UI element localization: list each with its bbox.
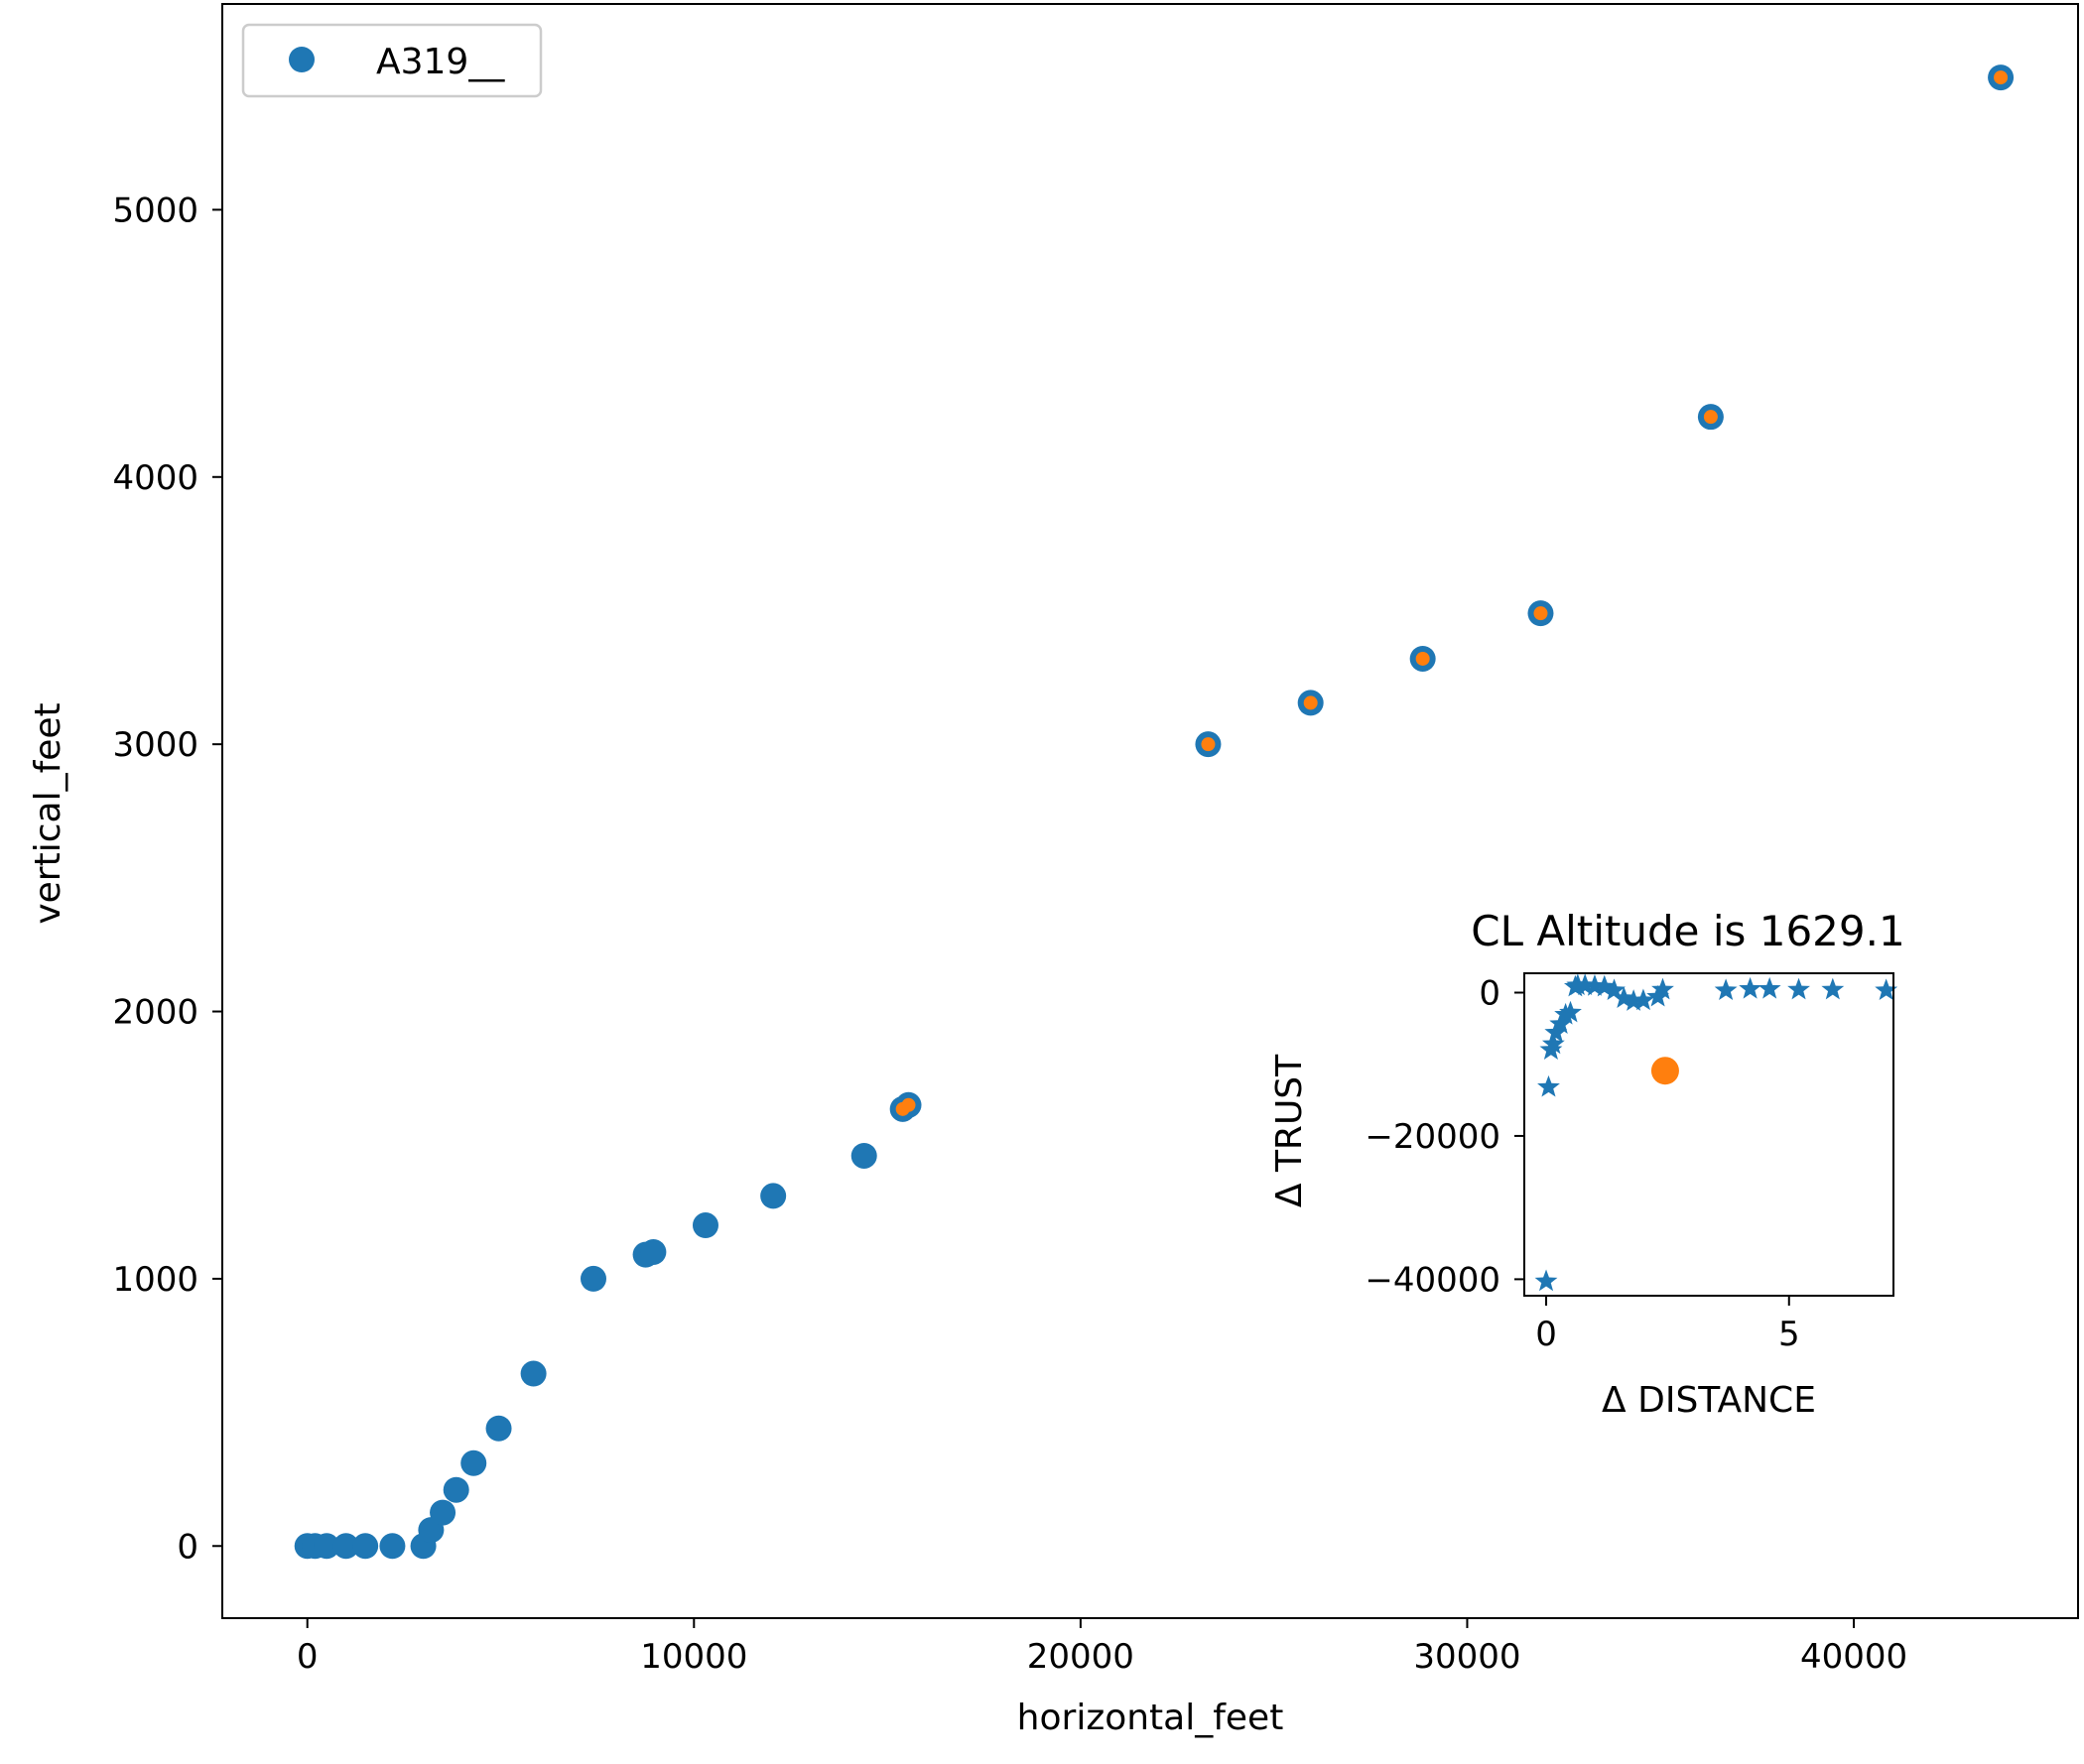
inset-title: CL Altitude is 1629.1 <box>1471 907 1904 955</box>
data-point <box>443 1476 469 1503</box>
x-tick-label: 40000 <box>1800 1637 1907 1677</box>
inset-y-ticks: 0 −20000 −40000 <box>1365 974 1524 1300</box>
data-point <box>379 1533 406 1560</box>
highlight-point <box>1533 606 1548 621</box>
inset-star-point <box>1559 1000 1582 1023</box>
inset-star-point <box>1821 977 1845 1000</box>
inset-y-axis-label: Δ TRUST <box>1269 1054 1310 1207</box>
inset-star-point <box>1714 978 1738 1001</box>
y-tick-label: 2000 <box>112 993 198 1033</box>
inset-star-point <box>1612 986 1635 1008</box>
highlight-point <box>1994 70 2009 85</box>
x-tick-label: 0 <box>297 1637 319 1677</box>
highlight-point <box>1415 651 1430 666</box>
y-tick-label: 4000 <box>112 458 198 498</box>
y-tick-label: 5000 <box>112 190 198 230</box>
legend-marker-a319 <box>289 47 315 72</box>
inset-star-point <box>1739 976 1762 999</box>
main-points <box>294 64 2015 1560</box>
inset-star-point <box>1758 976 1781 999</box>
inset-star-point <box>1573 973 1597 995</box>
data-point <box>314 1533 340 1560</box>
inset-x-axis-label: Δ DISTANCE <box>1602 1380 1816 1421</box>
inset-star-point <box>1583 974 1607 996</box>
data-point <box>640 1238 667 1265</box>
highlight-point <box>901 1097 916 1112</box>
highlight-point <box>1303 695 1318 710</box>
inset-star-point <box>1593 974 1617 997</box>
legend-box <box>241 23 543 98</box>
main-y-ticks: 0 1000 2000 3000 4000 5000 <box>112 190 222 1567</box>
legend: A319__ <box>241 23 543 98</box>
data-point <box>760 1183 787 1209</box>
inset-x-tick-label: 0 <box>1535 1315 1557 1354</box>
data-point <box>850 1142 877 1169</box>
data-point <box>692 1212 718 1239</box>
inset-star-point <box>1534 1269 1558 1292</box>
inset-star-point <box>1537 1074 1560 1097</box>
data-point <box>520 1360 547 1387</box>
inset-x-tick-label: 5 <box>1778 1315 1800 1354</box>
main-y-axis-label: vertical_feet <box>28 702 68 924</box>
x-tick-label: 30000 <box>1413 1637 1520 1677</box>
inset-points <box>1534 973 1898 1292</box>
legend-label-a319: A319__ <box>376 42 505 82</box>
main-x-axis-label: horizontal_feet <box>1017 1698 1284 1738</box>
data-point <box>460 1449 487 1476</box>
main-plot-frame <box>221 3 2079 1619</box>
inset-star-point <box>1541 1032 1565 1055</box>
main-x-ticks: 0 10000 20000 30000 40000 <box>297 1618 1907 1677</box>
inset-star-point <box>1622 989 1645 1011</box>
main-chart: 0 10000 20000 30000 40000 0 1000 2000 3000 4000 5… <box>28 3 2079 1738</box>
data-point <box>332 1533 359 1560</box>
inset-highlight-point <box>1650 1057 1679 1085</box>
highlight-point <box>1201 737 1216 752</box>
inset-y-tick-label: −20000 <box>1365 1117 1500 1157</box>
data-point <box>430 1499 456 1526</box>
data-point <box>485 1415 512 1442</box>
inset-star-point <box>1631 988 1655 1011</box>
inset-y-tick-label: −40000 <box>1365 1260 1500 1300</box>
x-tick-label: 10000 <box>640 1637 747 1677</box>
data-point <box>352 1533 379 1560</box>
data-point <box>581 1265 606 1292</box>
y-tick-label: 3000 <box>112 725 198 765</box>
inset-star-point <box>1651 977 1674 1000</box>
inset-plot-frame <box>1523 972 1894 1297</box>
x-tick-label: 20000 <box>1027 1637 1134 1677</box>
y-tick-label: 1000 <box>112 1260 198 1300</box>
inset-star-point <box>1603 978 1626 1001</box>
y-tick-label: 0 <box>177 1527 198 1567</box>
inset-y-tick-label: 0 <box>1479 974 1500 1014</box>
inset-star-point <box>1787 977 1810 1000</box>
inset-star-point <box>1875 978 1898 1001</box>
highlight-point <box>1703 410 1718 425</box>
